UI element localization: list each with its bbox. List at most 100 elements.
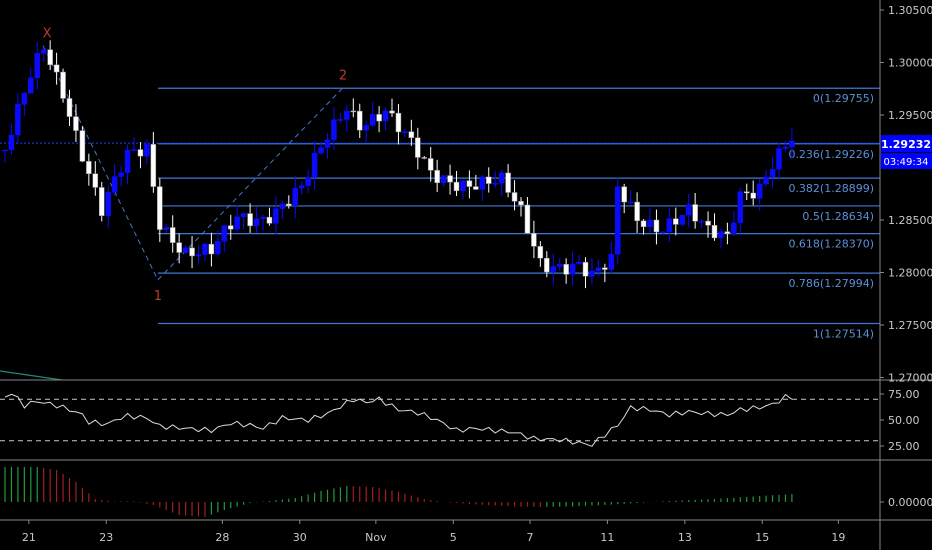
candle: [531, 220, 537, 259]
candle: [318, 142, 324, 155]
candle: [169, 215, 176, 253]
candle: [382, 107, 389, 131]
candle: [769, 156, 776, 188]
candle-body: [453, 181, 460, 192]
candle: [99, 181, 105, 222]
candle-body: [260, 216, 266, 220]
candle: [692, 192, 698, 229]
candle: [260, 215, 266, 232]
candle: [789, 128, 795, 160]
candle: [369, 101, 376, 127]
candle-body: [627, 201, 634, 204]
candle: [473, 174, 479, 190]
candle: [556, 258, 563, 271]
moving-average-line: [0, 370, 63, 381]
candle: [492, 171, 498, 189]
candle-body: [389, 110, 395, 114]
candle-body: [486, 176, 492, 184]
candle-body: [602, 267, 608, 270]
date-tick-label: 7: [527, 531, 534, 544]
candle: [666, 207, 673, 242]
date-tick-label: 5: [450, 531, 457, 544]
candle: [776, 142, 782, 180]
candle: [118, 166, 124, 187]
candle: [189, 236, 195, 269]
candle-body: [518, 201, 524, 206]
candle: [537, 241, 544, 267]
rsi-line: [4, 393, 793, 447]
candle: [176, 233, 182, 264]
candle-body: [685, 204, 692, 216]
candle: [453, 170, 460, 197]
candle-body: [711, 225, 718, 239]
candle-body: [737, 191, 744, 224]
candle-body: [221, 225, 228, 242]
candle-body: [118, 172, 124, 177]
candle: [311, 140, 318, 190]
candle-body: [408, 131, 415, 138]
candle: [640, 219, 647, 235]
candle-body: [47, 49, 53, 66]
candle-body: [8, 134, 15, 151]
rsi-tick-label: 75.00: [888, 388, 920, 401]
candle: [518, 197, 524, 217]
candle: [750, 180, 756, 206]
fibonacci-retracement[interactable]: 0(1.29755) 0.236(1.29226) 0.382(1.28899) 0.…: [0, 87, 880, 341]
current-price: 1.29232: [881, 138, 931, 151]
candle: [685, 194, 692, 228]
candle: [576, 255, 582, 265]
candle-body: [73, 116, 79, 131]
candle: [582, 257, 589, 289]
candle-body: [228, 225, 234, 230]
candle: [363, 120, 369, 143]
candle-body: [15, 104, 21, 136]
current-price-badge: 1.29232 03:49:34: [881, 135, 932, 169]
candle-body: [402, 131, 408, 133]
candle: [711, 213, 718, 241]
candle-body: [357, 110, 363, 131]
candle: [150, 131, 157, 193]
candle: [21, 92, 28, 116]
candle: [466, 170, 473, 199]
candle: [498, 169, 505, 196]
candle-body: [273, 208, 279, 224]
candle: [144, 139, 150, 165]
candle-body: [150, 144, 157, 187]
candle-body: [750, 192, 756, 199]
harmonic-pattern[interactable]: X 1 2: [43, 27, 348, 304]
candle-body: [292, 187, 298, 207]
candle-body: [266, 216, 273, 224]
candle-body: [105, 192, 111, 216]
candle-body: [34, 53, 40, 79]
date-tick-label: 21: [22, 531, 36, 544]
fib-label-1: 1(1.27514): [813, 328, 874, 341]
price-tick-label: 1.28500: [888, 214, 932, 227]
candle: [563, 258, 569, 284]
candle-body: [427, 158, 434, 171]
candle: [569, 251, 576, 286]
date-tick-label: 15: [755, 531, 769, 544]
candle: [737, 187, 744, 236]
candle-body: [234, 216, 240, 230]
date-tick-label: 28: [215, 531, 229, 544]
candle: [92, 161, 99, 196]
candle: [60, 68, 66, 103]
candle: [402, 129, 408, 138]
bar-countdown: 03:49:34: [884, 157, 929, 168]
price-tick-label: 1.27000: [888, 372, 932, 385]
candle: [279, 200, 286, 219]
candle: [247, 203, 253, 233]
candle-body: [473, 186, 479, 190]
candle-body: [421, 157, 427, 159]
candle: [131, 137, 137, 152]
candle: [660, 231, 666, 236]
candle-body: [498, 172, 505, 184]
candle: [305, 169, 311, 194]
rsi-tick-label: 25.00: [888, 440, 920, 453]
candle: [266, 207, 273, 226]
candle: [427, 147, 434, 182]
candle: [234, 205, 240, 232]
candle: [705, 211, 711, 238]
candle: [357, 103, 363, 138]
